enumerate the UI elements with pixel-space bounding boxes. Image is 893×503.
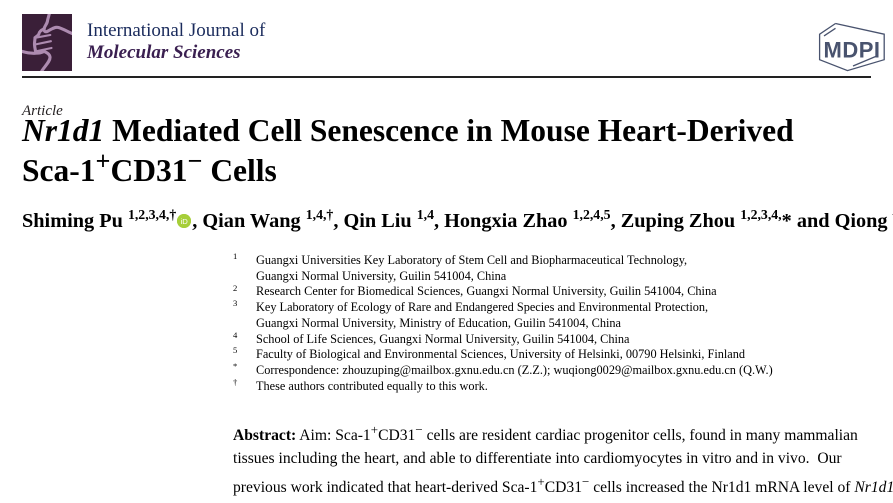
svg-text:MDPI: MDPI — [824, 38, 881, 63]
svg-text:iD: iD — [181, 217, 189, 226]
